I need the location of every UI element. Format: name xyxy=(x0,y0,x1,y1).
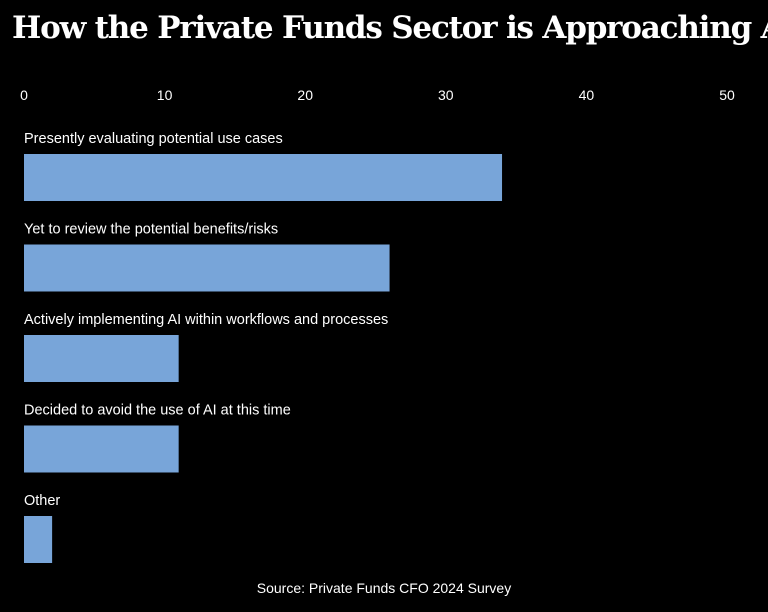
x-tick-label: 40 xyxy=(579,87,595,103)
bar xyxy=(24,244,390,292)
category-label: Presently evaluating potential use cases xyxy=(24,131,283,147)
bar xyxy=(24,154,503,201)
x-tick-label: 30 xyxy=(438,87,454,103)
category-label: Decided to avoid the use of AI at this t… xyxy=(24,403,291,419)
x-tick-label: 20 xyxy=(297,87,313,103)
x-tick-label: 10 xyxy=(157,87,173,103)
x-axis-ticks: 0 10 20 30 40 50 xyxy=(20,87,735,103)
source-note: Source: Private Funds CFO 2024 Survey xyxy=(256,580,512,596)
bars: Presently evaluating potential use cases… xyxy=(24,131,503,563)
chart-title: How the Private Funds Sector is Approach… xyxy=(12,10,768,46)
bar xyxy=(24,335,179,382)
bar-chart: 0 10 20 30 40 50 Presently evaluating potenti… xyxy=(20,87,735,563)
category-label: Other xyxy=(24,493,60,509)
x-tick-label: 50 xyxy=(719,87,735,103)
bar xyxy=(24,425,179,473)
x-tick-label: 0 xyxy=(20,87,28,103)
category-label: Yet to review the potential benefits/ris… xyxy=(24,222,278,238)
category-label: Actively implementing AI within workflow… xyxy=(24,312,388,328)
bar xyxy=(24,516,53,563)
